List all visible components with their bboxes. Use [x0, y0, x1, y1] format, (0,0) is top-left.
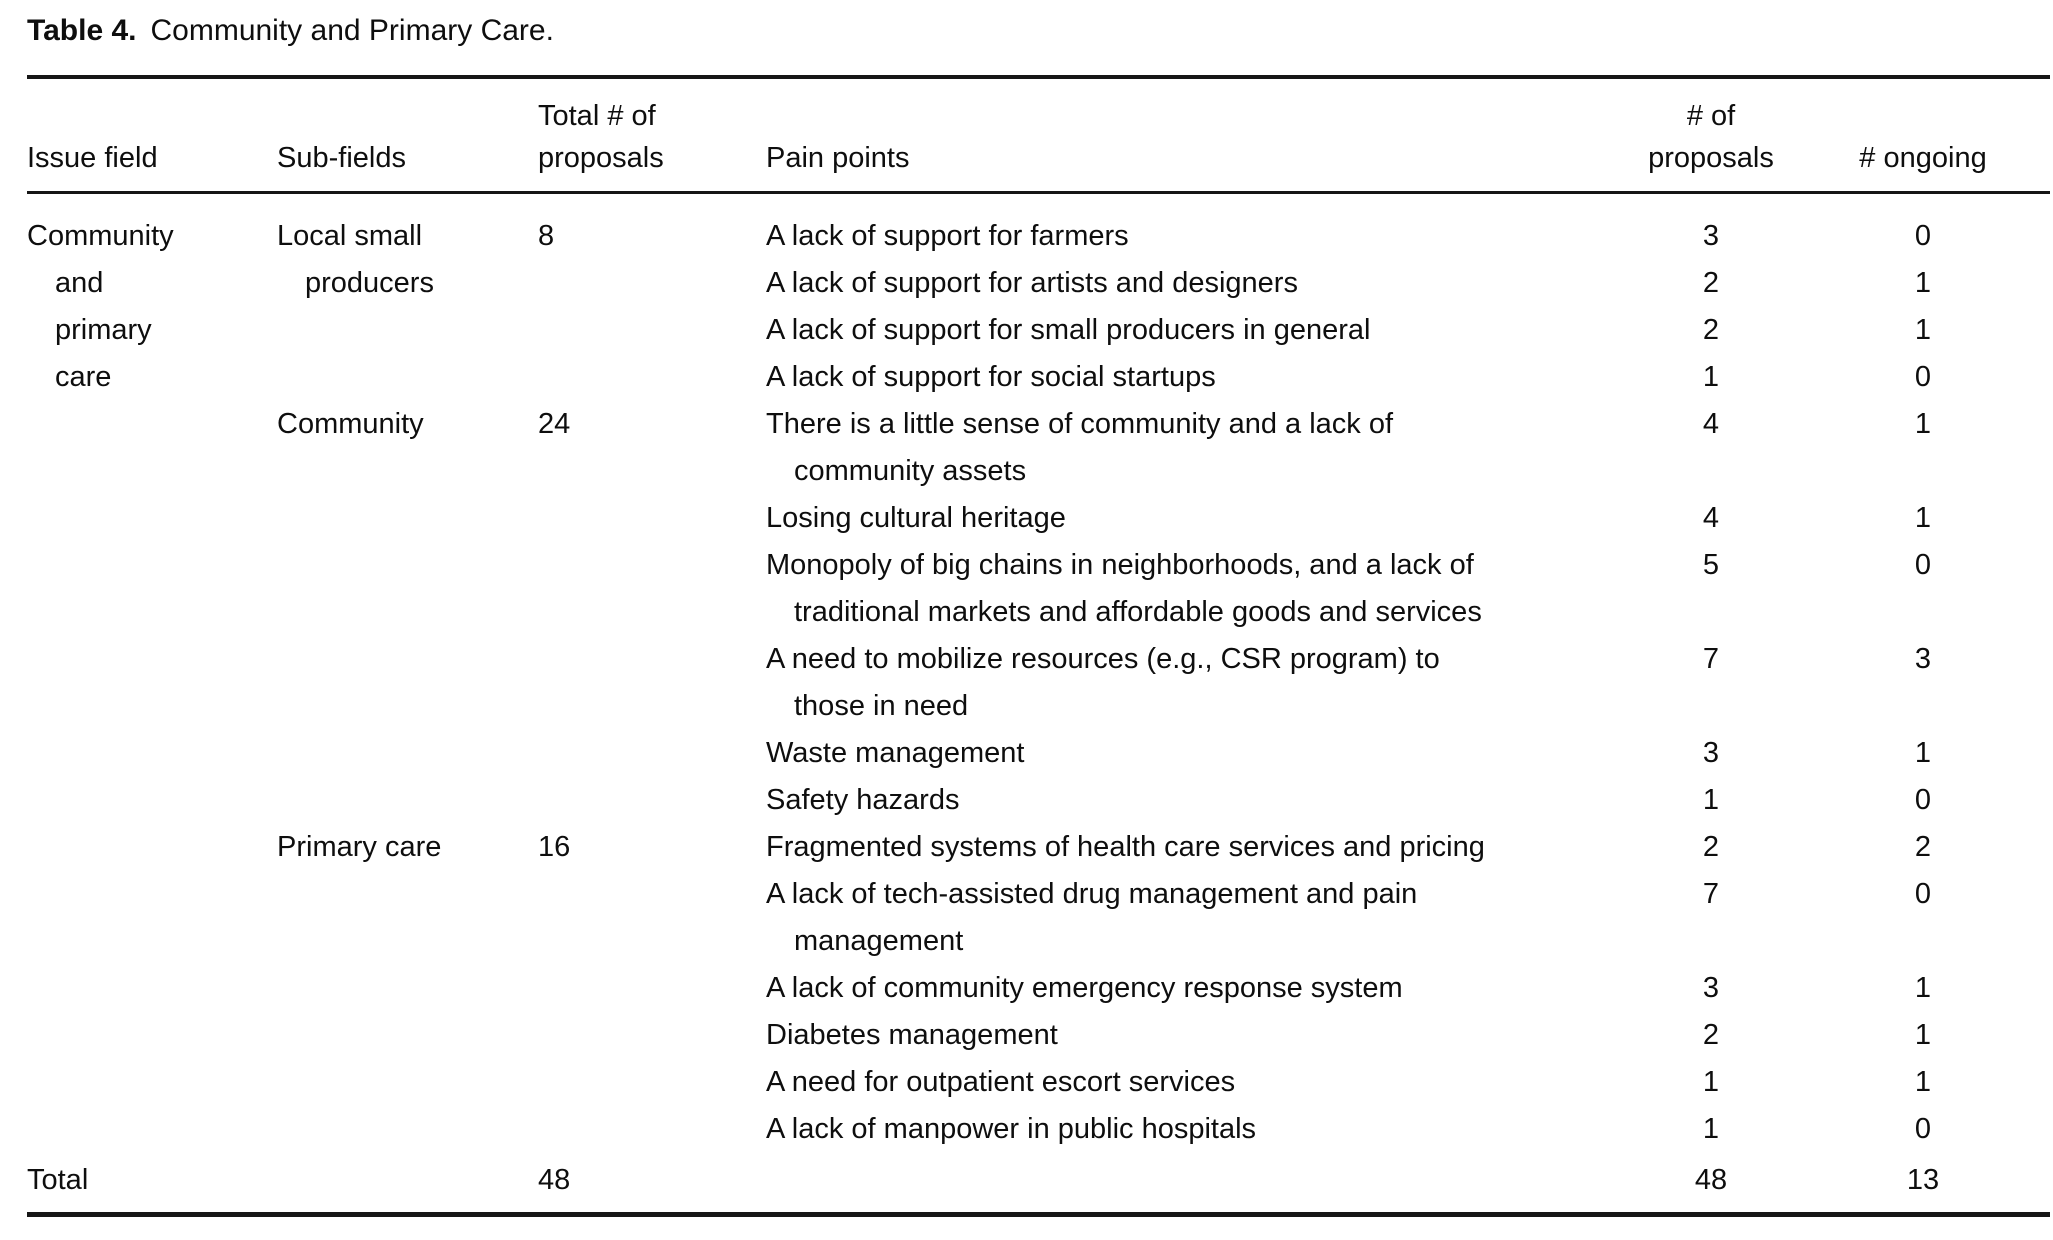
proposals-count-cell: 2	[1702, 267, 1720, 299]
total-proposals-cell: 16	[538, 831, 571, 863]
ongoing-count-cell: 0	[1914, 1113, 1932, 1145]
header-sub-fields: Sub-fields	[277, 142, 406, 174]
header-issue-field: Issue field	[27, 142, 158, 174]
header-total-proposals: Total # of proposals	[538, 100, 664, 174]
ongoing-count-cell: 2	[1914, 831, 1932, 863]
proposals-count-cell: 1	[1702, 1066, 1720, 1098]
proposals-count-cell: 7	[1702, 643, 1720, 675]
proposals-count-cell: 3	[1702, 737, 1720, 769]
table-row: Safety hazards 1 0	[27, 777, 2050, 824]
table-row: Diabetes management 2 1	[27, 1012, 2050, 1059]
pain-point-cell: Losing cultural heritage	[766, 502, 1066, 534]
ongoing-count-cell: 0	[1914, 361, 1932, 393]
empty-cell	[277, 1153, 538, 1215]
table-header: Issue field Sub-fields Total # of propos…	[27, 77, 2050, 193]
table-row: Primary care 16 Fragmented systems of he…	[27, 824, 2050, 871]
proposals-count-cell: 1	[1702, 1113, 1720, 1145]
table-row: A lack of support for social startups 1 …	[27, 354, 2050, 401]
total-row: Total 48 48 13	[27, 1153, 2050, 1215]
pain-point-cell: There is a little sense of community and…	[766, 408, 1394, 487]
table-caption-label: Table 4.	[27, 14, 137, 47]
header-num-proposals: # of proposals	[1648, 100, 1774, 174]
pain-point-cell: Diabetes management	[766, 1019, 1058, 1051]
table-body: Community and primary care Local small p…	[27, 193, 2050, 1215]
proposals-count-cell: 5	[1702, 549, 1720, 581]
pain-point-cell: Waste management	[766, 737, 1025, 769]
table-caption-text: Community and Primary Care.	[150, 14, 554, 47]
issue-field-cell: Community and primary care	[27, 220, 174, 393]
total-proposals-sum-cell: 48	[538, 1164, 571, 1196]
ongoing-count-cell: 1	[1914, 737, 1932, 769]
pain-point-cell: Fragmented systems of health care servic…	[766, 831, 1485, 863]
header-row: Issue field Sub-fields Total # of propos…	[27, 77, 2050, 193]
ongoing-count-cell: 0	[1914, 784, 1932, 816]
pain-point-cell: Safety hazards	[766, 784, 960, 816]
table-row: Losing cultural heritage 4 1	[27, 495, 2050, 542]
sub-field-cell: Local small producers	[277, 220, 434, 299]
table-row: A lack of manpower in public hospitals 1…	[27, 1106, 2050, 1153]
pain-point-cell: Monopoly of big chains in neighborhoods,…	[766, 549, 1482, 628]
proposals-count-cell: 2	[1702, 314, 1720, 346]
ongoing-sum-cell: 13	[1906, 1164, 1940, 1196]
table-row: Community and primary care Local small p…	[27, 193, 2050, 393]
table-row: A lack of tech-assisted drug management …	[27, 871, 2050, 965]
pain-point-cell: A lack of support for farmers	[766, 220, 1129, 252]
proposals-count-cell: 7	[1702, 878, 1720, 910]
proposals-count-cell: 4	[1702, 502, 1720, 534]
pain-point-cell: A lack of support for social startups	[766, 361, 1216, 393]
ongoing-count-cell: 0	[1914, 549, 1932, 581]
ongoing-count-cell: 0	[1914, 220, 1932, 252]
sub-field-cell: Primary care	[277, 831, 442, 863]
header-pain-points: Pain points	[766, 142, 910, 174]
table-row: A need for outpatient escort services 1 …	[27, 1059, 2050, 1106]
proposals-count-cell: 3	[1702, 220, 1720, 252]
proposals-count-cell: 1	[1702, 784, 1720, 816]
proposals-sum-cell: 48	[1694, 1164, 1728, 1196]
pain-point-cell: A lack of community emergency response s…	[766, 972, 1403, 1004]
sub-field-cell: Community	[277, 408, 424, 440]
table-row: A lack of support for small producers in…	[27, 307, 2050, 354]
pain-point-cell: A need for outpatient escort services	[766, 1066, 1236, 1098]
ongoing-count-cell: 1	[1914, 1066, 1932, 1098]
table-row: Monopoly of big chains in neighborhoods,…	[27, 542, 2050, 636]
proposals-count-cell: 2	[1702, 1019, 1720, 1051]
table-row: A lack of support for artists and design…	[27, 260, 2050, 307]
ongoing-count-cell: 3	[1914, 643, 1932, 675]
proposals-count-cell: 4	[1702, 408, 1720, 440]
community-primary-care-table: Issue field Sub-fields Total # of propos…	[27, 75, 2050, 1217]
ongoing-count-cell: 1	[1914, 502, 1932, 534]
empty-cell	[766, 1153, 1626, 1215]
ongoing-count-cell: 1	[1914, 314, 1932, 346]
total-label-cell: Total	[27, 1164, 89, 1196]
ongoing-count-cell: 1	[1914, 1019, 1932, 1051]
pain-point-cell: A lack of support for small producers in…	[766, 314, 1371, 346]
pain-point-cell: A lack of tech-assisted drug management …	[766, 878, 1418, 957]
table-caption: Table 4. Community and Primary Care.	[27, 13, 2053, 49]
pain-point-cell: A lack of manpower in public hospitals	[766, 1113, 1257, 1145]
proposals-count-cell: 1	[1702, 361, 1720, 393]
ongoing-count-cell: 1	[1914, 267, 1932, 299]
ongoing-count-cell: 1	[1914, 972, 1932, 1004]
total-proposals-cell: 24	[538, 408, 571, 440]
proposals-count-cell: 3	[1702, 972, 1720, 1004]
ongoing-count-cell: 0	[1914, 878, 1932, 910]
table-row: Community 24 There is a little sense of …	[27, 401, 2050, 495]
table-row: A need to mobilize resources (e.g., CSR …	[27, 636, 2050, 730]
pain-point-cell: A lack of support for artists and design…	[766, 267, 1298, 299]
table-row: Waste management 3 1	[27, 730, 2050, 777]
header-num-ongoing: # ongoing	[1859, 142, 1987, 174]
total-proposals-cell: 8	[538, 220, 555, 252]
proposals-count-cell: 2	[1702, 831, 1720, 863]
pain-point-cell: A need to mobilize resources (e.g., CSR …	[766, 643, 1440, 722]
table-row: A lack of community emergency response s…	[27, 965, 2050, 1012]
ongoing-count-cell: 1	[1914, 408, 1932, 440]
